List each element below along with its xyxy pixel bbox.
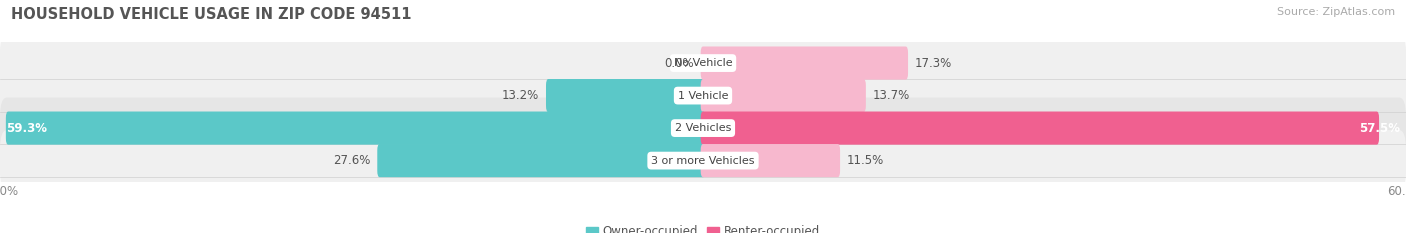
Text: 2 Vehicles: 2 Vehicles [675, 123, 731, 133]
Text: 0.0%: 0.0% [664, 57, 693, 70]
Text: 13.7%: 13.7% [873, 89, 910, 102]
Text: 13.2%: 13.2% [502, 89, 538, 102]
FancyBboxPatch shape [6, 112, 706, 145]
Text: No Vehicle: No Vehicle [673, 58, 733, 68]
Text: Source: ZipAtlas.com: Source: ZipAtlas.com [1277, 7, 1395, 17]
FancyBboxPatch shape [700, 79, 866, 112]
Text: 59.3%: 59.3% [6, 122, 46, 135]
FancyBboxPatch shape [700, 47, 908, 80]
FancyBboxPatch shape [0, 65, 1406, 126]
FancyBboxPatch shape [0, 98, 1406, 159]
Text: 1 Vehicle: 1 Vehicle [678, 91, 728, 101]
FancyBboxPatch shape [0, 130, 1406, 191]
FancyBboxPatch shape [0, 33, 1406, 94]
FancyBboxPatch shape [377, 144, 706, 177]
Text: 11.5%: 11.5% [846, 154, 884, 167]
Text: HOUSEHOLD VEHICLE USAGE IN ZIP CODE 94511: HOUSEHOLD VEHICLE USAGE IN ZIP CODE 9451… [11, 7, 412, 22]
FancyBboxPatch shape [546, 79, 706, 112]
Text: 57.5%: 57.5% [1360, 122, 1400, 135]
FancyBboxPatch shape [700, 112, 1379, 145]
Text: 17.3%: 17.3% [915, 57, 952, 70]
Legend: Owner-occupied, Renter-occupied: Owner-occupied, Renter-occupied [581, 220, 825, 233]
Text: 3 or more Vehicles: 3 or more Vehicles [651, 156, 755, 166]
Text: 27.6%: 27.6% [333, 154, 370, 167]
FancyBboxPatch shape [700, 144, 841, 177]
